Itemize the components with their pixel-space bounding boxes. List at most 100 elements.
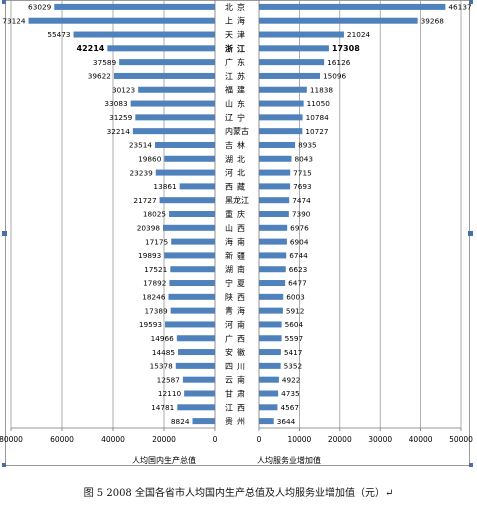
service-value-label: 6003 [286,293,305,302]
gdp-bar [164,252,215,259]
service-bar [259,349,281,356]
resize-handle-bottom-right[interactable] [469,463,473,467]
gdp-bar [184,390,215,397]
service-bar [259,362,281,369]
gdp-bar [135,114,215,121]
gdp-value-label: 23514 [129,141,153,150]
gdp-bar [28,17,216,24]
province-label: 内蒙古 [225,126,249,136]
service-tick-label: 30000 [368,435,392,444]
province-label: 新疆 [225,250,249,260]
service-value-label: 6623 [289,265,308,274]
axes: 80000 60000 40000 20000 0 0 10000 20000 30000 400… [0,0,473,444]
province-label: 青海 [225,306,249,316]
service-value-label: 17308 [332,44,360,53]
service-bar [259,45,329,52]
resize-handle-right[interactable] [468,231,473,236]
service-bar [259,390,279,397]
province-label: 上海 [225,16,249,26]
gdp-value-label: 23239 [130,168,154,177]
service-value-label: 7474 [292,196,311,205]
gdp-value-label: 12110 [158,389,182,398]
service-value-label: 3644 [277,417,296,426]
gdp-bar [169,280,215,287]
service-tick-label: 40000 [409,435,433,444]
province-label: 湖北 [225,155,249,164]
gdp-bar [169,211,215,217]
service-bar [259,31,344,38]
service-value-label: 16126 [327,58,351,67]
service-bar [259,72,320,79]
gdp-bar [165,321,215,328]
gdp-value-label: 14485 [152,348,175,357]
gdp-bar [192,418,215,425]
gdp-value-label: 30123 [112,85,136,94]
province-label: 福建 [225,85,249,95]
gdp-bar [155,141,215,148]
service-value-label: 5604 [285,320,304,329]
province-label: 西藏 [225,181,249,191]
service-value-label: 6477 [288,279,307,288]
gdp-bar [155,169,215,176]
province-label: 河北 [225,168,249,178]
gdp-axis-label: 人均国内生产总值 [132,455,196,465]
service-bar [259,238,287,245]
service-value-label: 6744 [289,251,308,260]
service-bar [259,376,279,383]
service-bar [259,418,274,425]
gdp-value-label: 8824 [171,417,190,426]
gdp-bar [177,404,215,411]
service-value-label: 10727 [305,127,329,136]
gdp-value-label: 17389 [144,306,168,315]
gdp-tick-label: 40000 [101,435,125,444]
service-value-label: 7390 [292,210,311,219]
gdp-bar [170,266,215,273]
gdp-bar [159,197,215,204]
service-bar [259,197,290,204]
service-tick-label: 20000 [328,435,352,444]
gdp-value-label: 17175 [145,237,168,246]
service-value-label: 11838 [310,85,334,94]
service-value-label: 5597 [285,334,304,343]
province-label: 宁夏 [225,278,249,288]
resize-handle-bottom-left[interactable] [2,463,6,467]
gdp-tick-label: 80000 [0,435,23,444]
province-labels: 北京上海天津浙江广东江苏福建山东辽宁内蒙古吉林湖北河北西藏黑龙江重庆山西海南新疆… [225,2,249,426]
service-value-label: 4922 [282,375,301,384]
service-bar [259,404,278,411]
service-bar [259,17,418,24]
service-tick-label: 10000 [287,435,311,444]
service-bar [259,252,287,259]
service-value-label: 8043 [294,154,313,163]
province-label: 四川 [225,362,249,371]
service-bar [259,335,282,342]
service-value-label: 5352 [284,362,303,371]
gdp-tick-label: 60000 [50,435,74,444]
gdp-value-label: 19860 [138,154,162,163]
gdp-value-label: 17521 [144,265,167,274]
service-value-label: 7693 [293,182,312,191]
gdp-bar [132,128,215,135]
resize-handle-left[interactable] [2,231,7,236]
province-label: 海南 [225,237,249,247]
province-label: 北京 [225,2,249,12]
gdp-tick-label: 20000 [152,435,176,444]
resize-handle-top-right[interactable] [469,0,473,4]
service-bar [259,114,303,121]
resize-handle-top-left[interactable] [2,0,6,4]
service-value-label: 4735 [281,389,300,398]
gdp-bar [178,349,215,356]
gdp-value-label: 18246 [142,293,166,302]
figure-caption: 图 5 2008 全国各省市人均国内生产总值及人均服务业增加值（元）↵ [83,488,394,499]
province-label: 黑龙江 [225,195,249,205]
province-label: 贵州 [225,416,249,426]
gdp-value-label: 73124 [2,16,26,25]
service-bar [259,307,283,314]
service-bar [259,293,284,300]
gdp-bar [107,45,215,52]
province-label: 广东 [225,57,249,67]
gdp-value-label: 20398 [137,224,161,233]
service-bar [259,321,282,328]
service-bar [259,224,288,231]
